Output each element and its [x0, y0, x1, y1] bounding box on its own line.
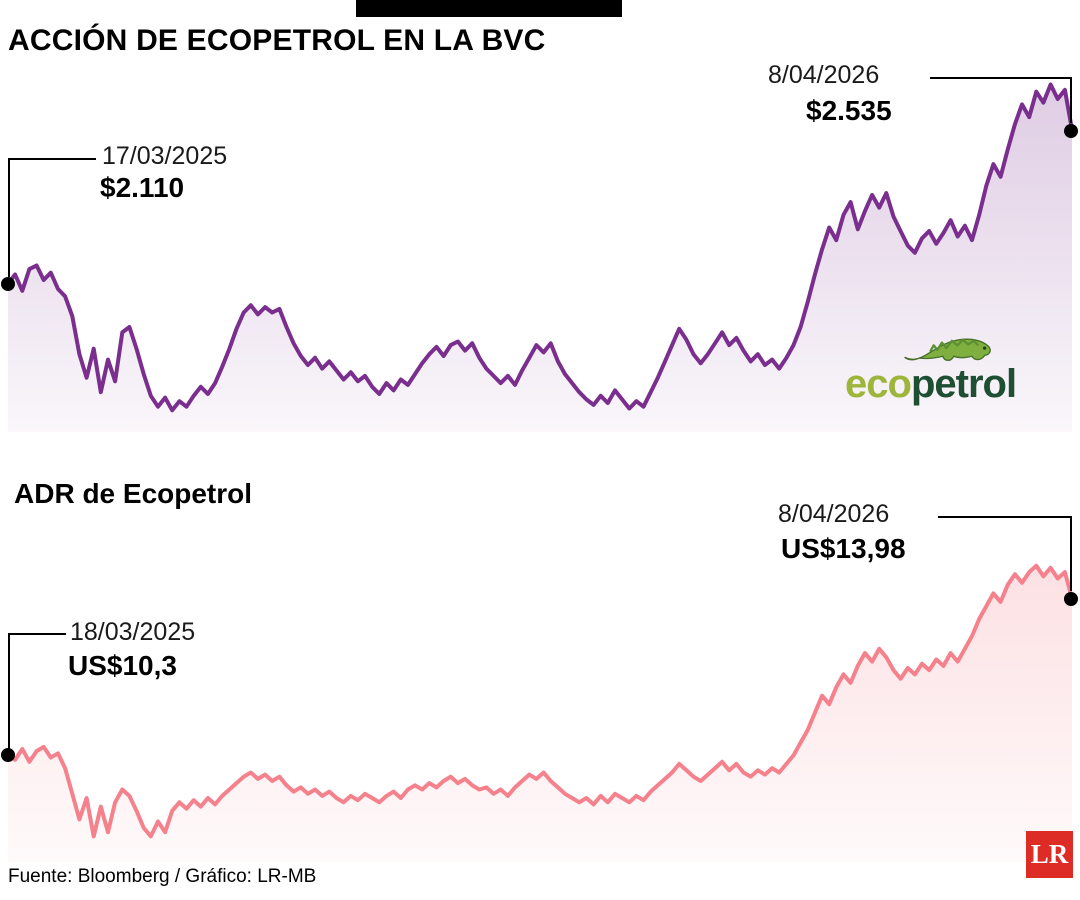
- ecopetrol-wordmark: ecopetrol: [845, 362, 1017, 407]
- adr-section-title: ADR de Ecopetrol: [14, 478, 253, 509]
- bvc-price-chart: [6, 82, 1074, 432]
- lr-logo: LR: [1026, 831, 1073, 878]
- adr-area-fill: [8, 565, 1072, 862]
- bvc-start-point-marker: [1, 277, 15, 291]
- bvc-start-value-label: $2.110: [100, 172, 185, 203]
- page-title: ACCIÓN DE ECOPETROL EN LA BVC: [8, 24, 546, 57]
- ecopetrol-wordmark-petrol: petrol: [910, 362, 1017, 406]
- adr-end-date-label: 8/04/2026: [778, 500, 890, 528]
- bvc-start-connector-line: [8, 158, 96, 277]
- bvc-area-fill: [8, 84, 1072, 432]
- bvc-price-line: [6, 82, 1074, 413]
- adr-price-chart: [6, 563, 1074, 862]
- lr-logo-text: LR: [1030, 839, 1069, 869]
- adr-start-value-label: US$10,3: [68, 650, 177, 681]
- bvc-end-point-marker: [1064, 124, 1078, 138]
- adr-start-connector-line: [8, 633, 66, 750]
- ecopetrol-logo: ecopetrol: [845, 328, 1065, 408]
- source-credit-text: Fuente: Bloomberg / Gráfico: LR-MB: [8, 866, 317, 887]
- adr-start-point-marker: [1, 748, 15, 762]
- bvc-start-date-label: 17/03/2025: [102, 142, 228, 170]
- top-black-bar: [356, 0, 622, 17]
- adr-end-connector-line: [938, 516, 1072, 591]
- bvc-end-connector-line: [930, 77, 1072, 123]
- ecopetrol-wordmark-eco: eco: [845, 362, 912, 406]
- adr-end-point-marker: [1064, 592, 1078, 606]
- adr-end-value-label: US$13,98: [781, 533, 906, 564]
- adr-price-line: [6, 563, 1074, 839]
- bvc-end-value-label: $2.535: [806, 95, 892, 126]
- bvc-end-date-label: 8/04/2026: [768, 61, 880, 89]
- adr-start-date-label: 18/03/2025: [70, 618, 196, 646]
- iguana-icon: [904, 338, 991, 362]
